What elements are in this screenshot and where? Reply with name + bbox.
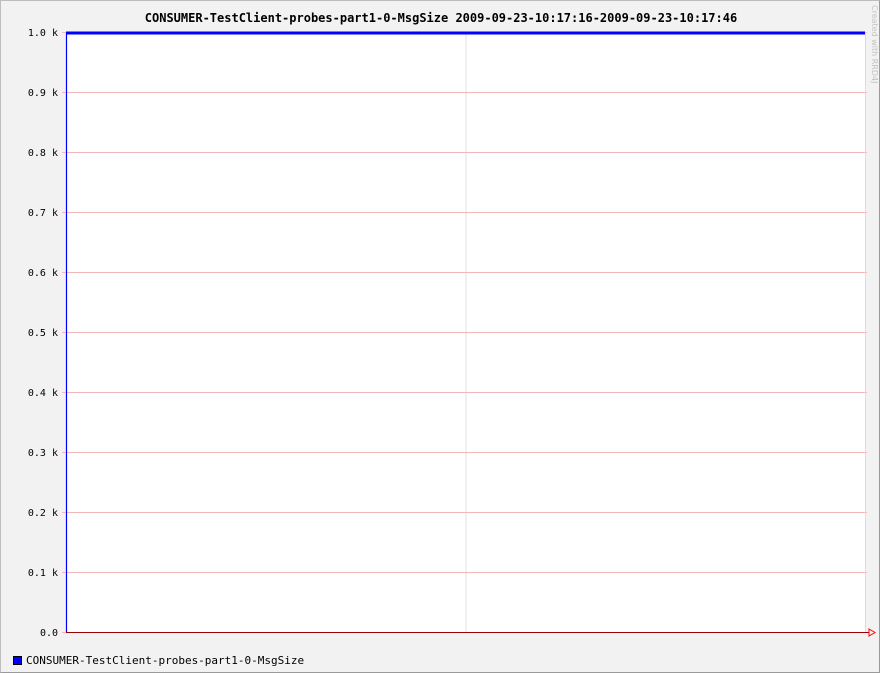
y-tick-label-1: 0.1 k [28,568,58,579]
y-tick-label-5: 0.5 k [28,328,58,339]
legend-label: CONSUMER-TestClient-probes-part1-0-MsgSi… [26,653,305,667]
y-tick-label-10: 1.0 k [28,28,58,39]
x-axis-arrow [868,628,876,637]
y-tick-label-4: 0.4 k [28,388,58,399]
legend-swatch [13,655,22,665]
chart-title: CONSUMER-TestClient-probes-part1-0-MsgSi… [144,11,738,25]
watermark: Created with RRD4J [870,5,879,84]
y-tick-label-3: 0.3 k [28,448,58,459]
y-tick-label-9: 0.9 k [28,88,58,99]
y-tick-label-7: 0.7 k [28,208,58,219]
y-tick-label-8: 0.8 k [28,148,58,159]
y-tick-label-6: 0.6 k [28,268,58,279]
y-tick-label-0: 0.0 [40,628,58,639]
y-tick-label-2: 0.2 k [28,508,58,519]
legend: CONSUMER-TestClient-probes-part1-0-MsgSi… [13,653,304,667]
